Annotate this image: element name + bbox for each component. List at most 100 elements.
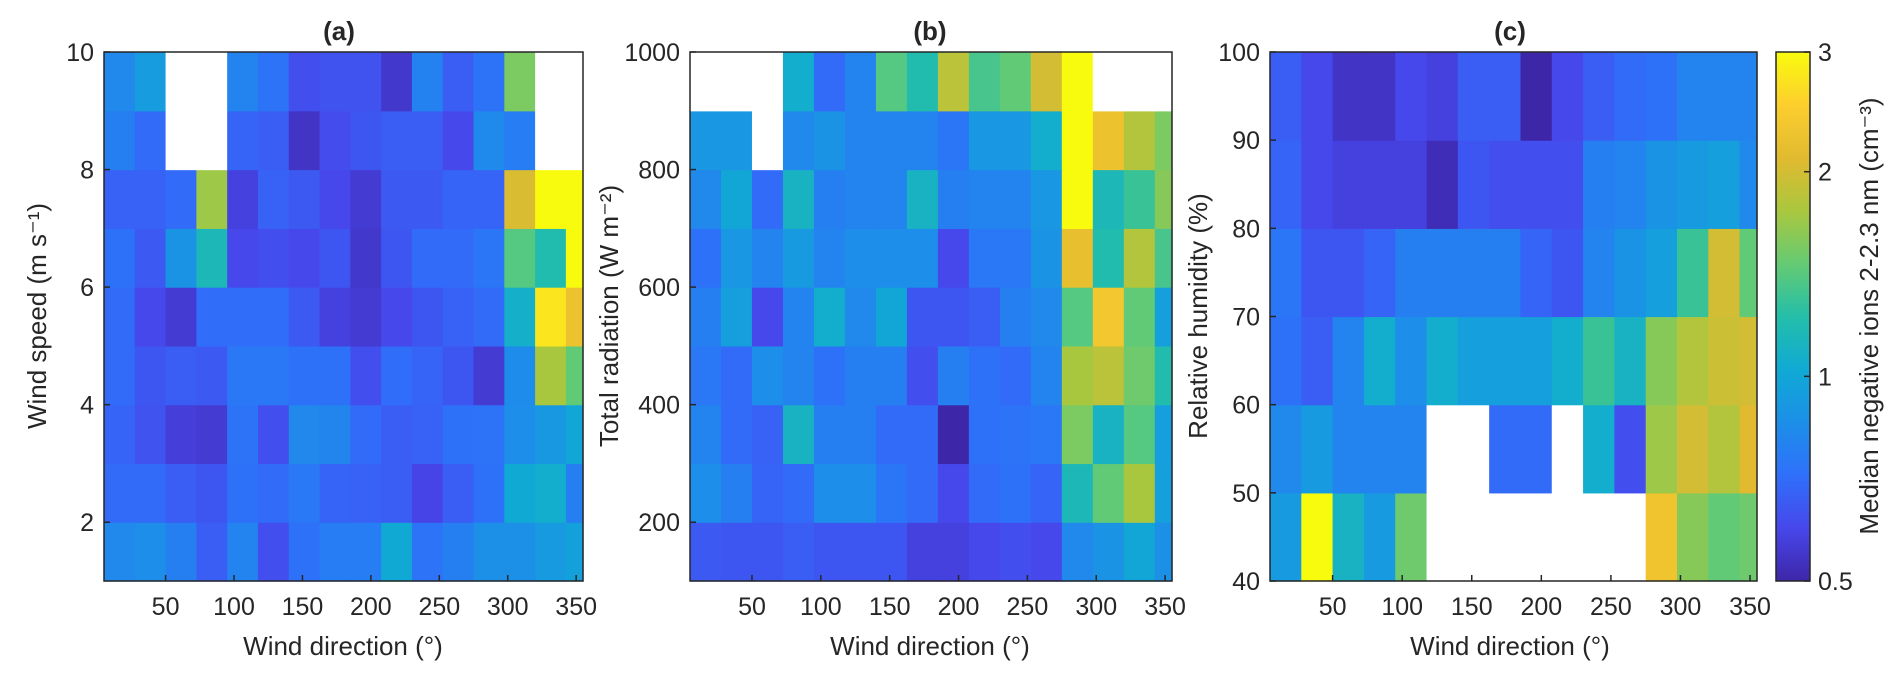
panel-b-x-label: Wind direction (°): [830, 631, 1030, 661]
heatmap-cell: [1645, 492, 1678, 582]
heatmap-cell: [782, 287, 815, 347]
heatmap-cell: [999, 169, 1032, 229]
heatmap-cell: [690, 169, 722, 229]
heatmap-cell: [968, 404, 1001, 465]
heatmap-cell: [288, 228, 321, 288]
heatmap-cell: [1708, 228, 1741, 318]
heatmap-cell: [473, 404, 505, 465]
heatmap-cell: [813, 287, 846, 347]
heatmap-cell: [565, 228, 584, 288]
heatmap-cell: [1061, 110, 1094, 171]
heatmap-cell: [1332, 404, 1365, 494]
heatmap-cell: [1123, 169, 1156, 229]
panel-c-title: (c): [1494, 16, 1526, 46]
heatmap-cell: [720, 169, 753, 229]
heatmap-cell: [411, 287, 444, 347]
heatmap-cell-empty: [1551, 404, 1584, 494]
heatmap-cell: [844, 345, 877, 406]
y-tick-label: 70: [1232, 304, 1260, 332]
heatmap-cell: [227, 463, 259, 523]
heatmap-cell: [1583, 52, 1615, 141]
heatmap-cell: [1457, 140, 1490, 229]
heatmap-cell: [1708, 492, 1741, 582]
heatmap-cell: [1030, 287, 1063, 347]
heatmap-cell: [473, 287, 505, 347]
y-tick-label: 60: [1232, 392, 1260, 420]
heatmap-cell: [1676, 228, 1709, 318]
heatmap-cell: [751, 463, 784, 523]
heatmap-cell: [319, 522, 351, 582]
heatmap-cell: [782, 110, 815, 171]
heatmap-cell: [1426, 228, 1459, 318]
heatmap-cell: [1520, 404, 1553, 494]
heatmap-cell: [1583, 140, 1615, 229]
heatmap-cell: [1154, 345, 1173, 406]
heatmap-cell: [196, 169, 228, 229]
heatmap-cell: [227, 522, 259, 582]
heatmap-cell: [906, 345, 939, 406]
panel-b-x-axis: 50 100 150 200 250 300 350: [738, 575, 1186, 621]
heatmap-cell: [1154, 463, 1173, 523]
panel-a-y-label: Wind speed (m s⁻¹): [22, 203, 52, 429]
heatmap-cell: [999, 522, 1032, 582]
heatmap-cell: [381, 463, 413, 523]
heatmap-cell: [875, 169, 908, 229]
heatmap-cell: [319, 345, 351, 406]
heatmap-cell: [350, 522, 382, 582]
x-tick-label: 300: [1075, 593, 1117, 621]
heatmap-cell-empty: [1092, 52, 1125, 112]
heatmap-cell: [319, 169, 351, 229]
heatmap-cell: [288, 110, 321, 171]
heatmap-cell-empty: [196, 110, 228, 171]
x-tick-label: 350: [555, 593, 597, 621]
heatmap-cell: [1551, 140, 1584, 229]
heatmap-cell: [319, 52, 351, 112]
heatmap-cell: [1030, 52, 1063, 112]
heatmap-cell: [1030, 522, 1063, 582]
heatmap-cell: [473, 52, 505, 112]
heatmap-cell: [473, 522, 505, 582]
heatmap-cell: [1332, 492, 1365, 582]
heatmap-cell: [1426, 52, 1459, 141]
y-tick-label: 10: [66, 39, 94, 67]
heatmap-cell: [968, 228, 1001, 288]
heatmap-cell: [473, 463, 505, 523]
heatmap-cell: [999, 228, 1032, 288]
heatmap-cell: [319, 463, 351, 523]
heatmap-cell-empty: [720, 52, 753, 112]
heatmap-cell: [999, 110, 1032, 171]
heatmap-cell-empty: [565, 110, 584, 171]
heatmap-cell: [1583, 316, 1615, 406]
heatmap-cell: [690, 110, 722, 171]
heatmap-cell: [257, 463, 290, 523]
heatmap-cell: [813, 522, 846, 582]
heatmap-cell: [535, 522, 567, 582]
heatmap-cell: [813, 404, 846, 465]
heatmap-cell: [937, 110, 970, 171]
heatmap-cell: [319, 287, 351, 347]
heatmap-cell: [1270, 316, 1302, 406]
heatmap-cell: [473, 169, 505, 229]
heatmap-cell: [1061, 52, 1094, 112]
heatmap-cell: [782, 404, 815, 465]
x-tick-label: 50: [1319, 593, 1347, 621]
heatmap-cell: [1030, 463, 1063, 523]
panel-b: (b) 50 100 150 200 250 300 350 200 400 600 800 100…: [594, 16, 1186, 661]
heatmap-cell: [690, 463, 722, 523]
x-tick-label: 200: [1520, 593, 1562, 621]
heatmap-cell: [968, 522, 1001, 582]
panel-a-x-axis: 50 100 150 200 250 300 350: [152, 575, 597, 621]
x-tick-label: 300: [487, 593, 529, 621]
heatmap-cell: [690, 522, 722, 582]
heatmap-cell: [319, 404, 351, 465]
heatmap-cell: [999, 52, 1032, 112]
heatmap-cell: [504, 52, 536, 112]
heatmap-cell: [1092, 169, 1125, 229]
heatmap-cell: [720, 228, 753, 288]
heatmap-cell: [165, 522, 197, 582]
heatmap-cell: [411, 463, 444, 523]
heatmap-cell: [1270, 228, 1302, 318]
heatmap-cell: [1583, 404, 1615, 494]
heatmap-cell: [535, 404, 567, 465]
panel-b-y-label: Total radiation (W m⁻²): [594, 185, 624, 447]
